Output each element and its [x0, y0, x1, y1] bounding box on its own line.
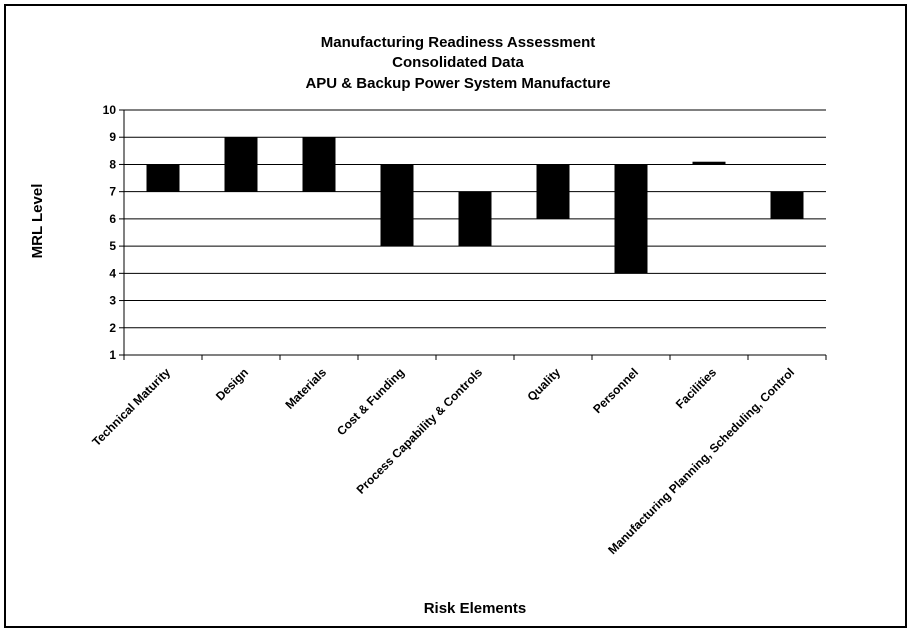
- y-tick-label-10: 10: [103, 103, 117, 117]
- bar-process-capability-controls: [458, 191, 492, 247]
- chart-title-line-1: Manufacturing Readiness Assessment: [321, 34, 596, 51]
- x-tick-labels: Technical Maturity Design Materials Cost & …: [89, 365, 797, 557]
- chart-title: Manufacturing Readiness Assessment Conso…: [305, 34, 610, 92]
- y-tick-labels: 1 2 3 4 5 6 7 8 9 10: [103, 103, 117, 362]
- y-tick-label-4: 4: [109, 266, 116, 280]
- x-tick-label: Manufacturing Planning, Scheduling, Cont…: [605, 365, 797, 557]
- y-tick-label-5: 5: [109, 239, 116, 253]
- bar-facilities: [692, 161, 726, 165]
- x-tick-label: Quality: [524, 365, 563, 404]
- y-tick-label-2: 2: [109, 321, 116, 335]
- chart-title-line-2: Consolidated Data: [392, 54, 524, 71]
- x-tick-label: Facilities: [673, 365, 719, 411]
- x-tick-label: Cost & Funding: [334, 365, 407, 438]
- axes: [119, 109, 827, 360]
- bar-cost-funding: [380, 164, 414, 247]
- y-tick-label-9: 9: [109, 130, 116, 144]
- y-tick-label-8: 8: [109, 157, 116, 171]
- y-tick-label-7: 7: [109, 185, 116, 199]
- bar-design: [224, 137, 258, 192]
- y-tick-label-1: 1: [109, 348, 116, 362]
- y-tick-label-6: 6: [109, 212, 116, 226]
- x-tick-label: Process Capability & Controls: [354, 365, 486, 497]
- bar-personnel: [614, 164, 648, 274]
- x-tick-label: Design: [213, 365, 251, 403]
- bars: [146, 137, 804, 274]
- x-tick-label: Technical Maturity: [89, 365, 173, 449]
- chart-frame: [4, 4, 907, 628]
- x-tick-label: Materials: [282, 365, 329, 412]
- y-axis-title: MRL Level: [29, 184, 46, 259]
- x-tick-label: Personnel: [590, 365, 641, 416]
- y-tick-label-3: 3: [109, 294, 116, 308]
- chart-title-line-3: APU & Backup Power System Manufacture: [305, 75, 610, 92]
- bar-manufacturing-planning-scheduling-control: [770, 191, 804, 219]
- bar-technical-maturity: [146, 164, 180, 192]
- x-axis-title: Risk Elements: [424, 600, 527, 617]
- bar-materials: [302, 137, 336, 192]
- bar-quality: [536, 164, 570, 219]
